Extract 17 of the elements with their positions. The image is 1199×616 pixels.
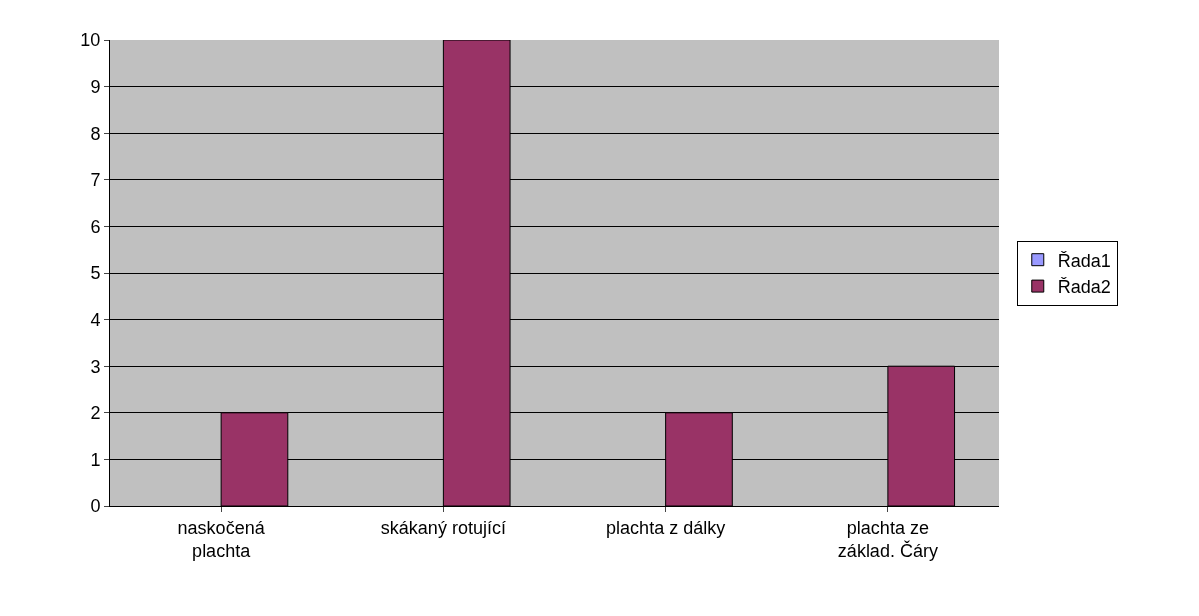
y-tick-label: 0	[90, 496, 101, 517]
y-tick-label: 10	[80, 30, 101, 51]
y-tick-label: 2	[90, 403, 101, 424]
x-tick-label: skákaný rotující	[380, 517, 506, 538]
y-tick-label: 3	[90, 356, 101, 377]
y-tick-label: 6	[90, 216, 101, 237]
y-tick-label: 5	[90, 263, 101, 284]
legend-label: Řada1	[1057, 250, 1111, 271]
y-tick-label: 4	[90, 309, 101, 330]
y-tick-label: 7	[90, 170, 101, 191]
y-tick-label: 1	[90, 449, 101, 470]
x-tick-label: plachta ze základ. Čáry	[837, 517, 938, 561]
x-tick-label: plachta z dálky	[606, 517, 726, 538]
legend-label: Řada2	[1057, 277, 1111, 298]
y-tick-label: 9	[90, 76, 101, 97]
y-tick-label: 8	[90, 123, 101, 144]
x-tick-label: naskočená plachta	[177, 517, 266, 561]
